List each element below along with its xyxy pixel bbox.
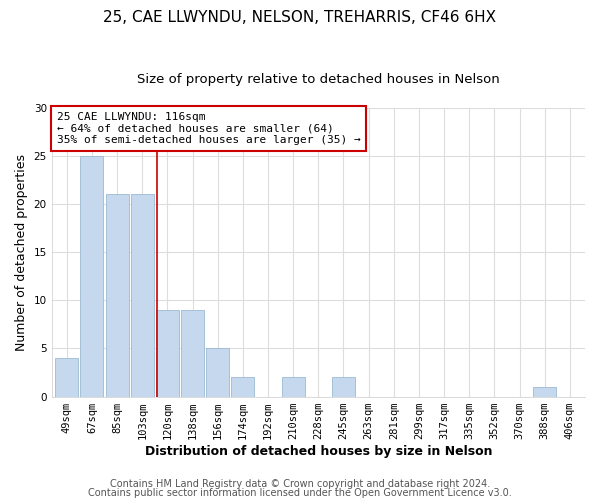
Bar [156,310,179,396]
Text: 25 CAE LLWYNDU: 116sqm
← 64% of detached houses are smaller (64)
35% of semi-det: 25 CAE LLWYNDU: 116sqm ← 64% of detached… [57,112,361,145]
Bar [181,310,204,396]
X-axis label: Distribution of detached houses by size in Nelson: Distribution of detached houses by size … [145,444,492,458]
Text: Contains HM Land Registry data © Crown copyright and database right 2024.: Contains HM Land Registry data © Crown c… [110,479,490,489]
Bar [332,378,355,396]
Title: Size of property relative to detached houses in Nelson: Size of property relative to detached ho… [137,72,500,86]
Bar [533,387,556,396]
Bar [106,194,128,396]
Bar [131,194,154,396]
Y-axis label: Number of detached properties: Number of detached properties [15,154,28,350]
Bar [281,378,305,396]
Text: 25, CAE LLWYNDU, NELSON, TREHARRIS, CF46 6HX: 25, CAE LLWYNDU, NELSON, TREHARRIS, CF46… [103,10,497,25]
Bar [80,156,103,396]
Bar [55,358,79,397]
Bar [206,348,229,397]
Bar [231,378,254,396]
Text: Contains public sector information licensed under the Open Government Licence v3: Contains public sector information licen… [88,488,512,498]
